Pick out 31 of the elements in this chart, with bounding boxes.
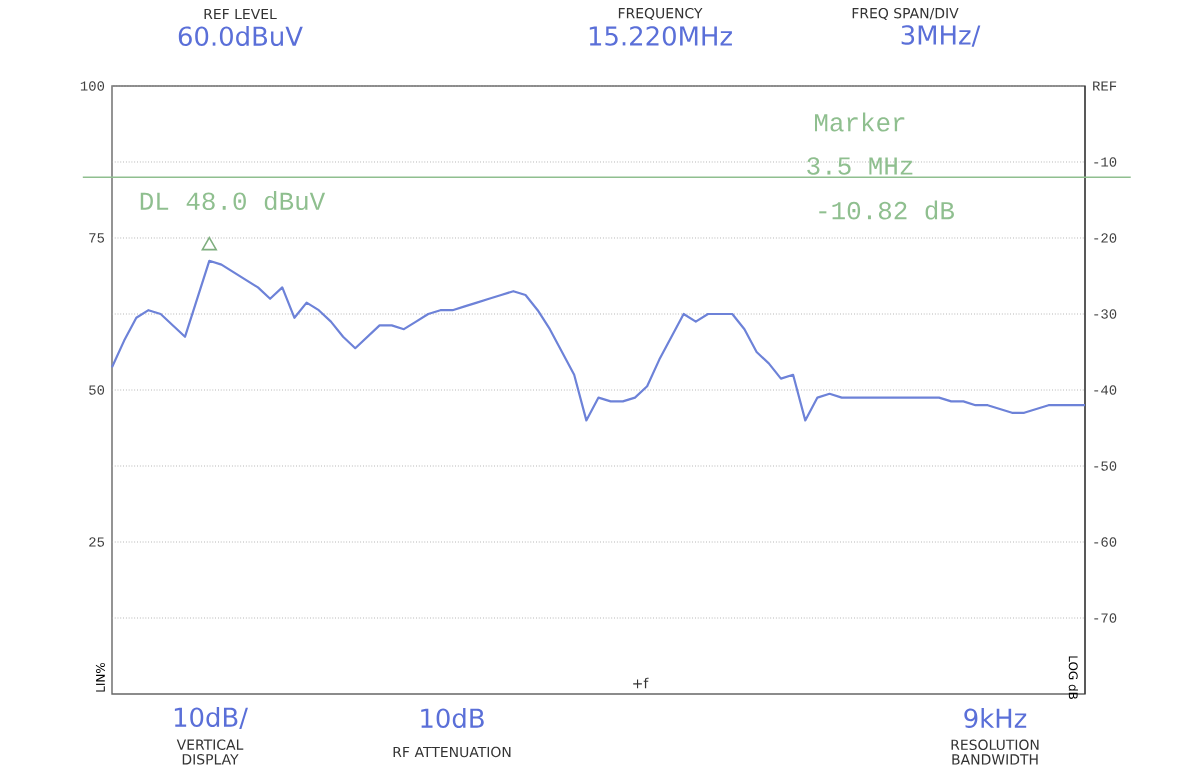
y2-axis-title: LOG dB bbox=[1068, 656, 1078, 699]
y2-tick-label: -30 bbox=[1094, 309, 1117, 319]
annotation: -10.82 dB bbox=[819, 200, 954, 220]
y-tick-label: 75 bbox=[89, 233, 105, 243]
text: VERTICAL DISPLAY bbox=[176, 739, 244, 765]
y2-tick-label: -20 bbox=[1094, 233, 1117, 243]
text: FREQUENCY bbox=[618, 7, 703, 21]
text: REF LEVEL bbox=[204, 8, 277, 20]
text: 15.220MHz bbox=[589, 26, 732, 46]
y-tick-label: 50 bbox=[89, 385, 105, 395]
y2-tick-label: -40 bbox=[1094, 385, 1117, 395]
text: FREQ SPAN/DIV bbox=[852, 7, 959, 21]
y2-tick-label: -10 bbox=[1094, 157, 1117, 167]
annotation: 3.5 MHz bbox=[807, 157, 913, 175]
annotation: +f bbox=[633, 677, 649, 689]
y-axis-title: LIN% bbox=[95, 662, 105, 692]
text: 10dB bbox=[421, 707, 484, 729]
ref-line-label: DL 48.0 dBuV bbox=[140, 190, 326, 211]
y2-tick-label: -50 bbox=[1094, 461, 1117, 471]
text: 9kHz bbox=[964, 707, 1027, 729]
text: 10dB/ bbox=[174, 706, 248, 730]
text: 60.0dBuV bbox=[178, 25, 303, 47]
y-tick-label: 100 bbox=[80, 81, 105, 91]
y2-tick-label: -70 bbox=[1094, 613, 1117, 623]
text: RF ATTENUATION bbox=[393, 746, 511, 758]
annotation: Marker bbox=[815, 112, 905, 132]
y2-tick-label: -60 bbox=[1094, 537, 1117, 547]
text: 3MHz/ bbox=[901, 25, 981, 47]
y2-tick-label: REF bbox=[1093, 81, 1117, 91]
y-tick-label: 25 bbox=[89, 537, 105, 547]
text: RESOLUTION BANDWIDTH bbox=[951, 739, 1039, 765]
